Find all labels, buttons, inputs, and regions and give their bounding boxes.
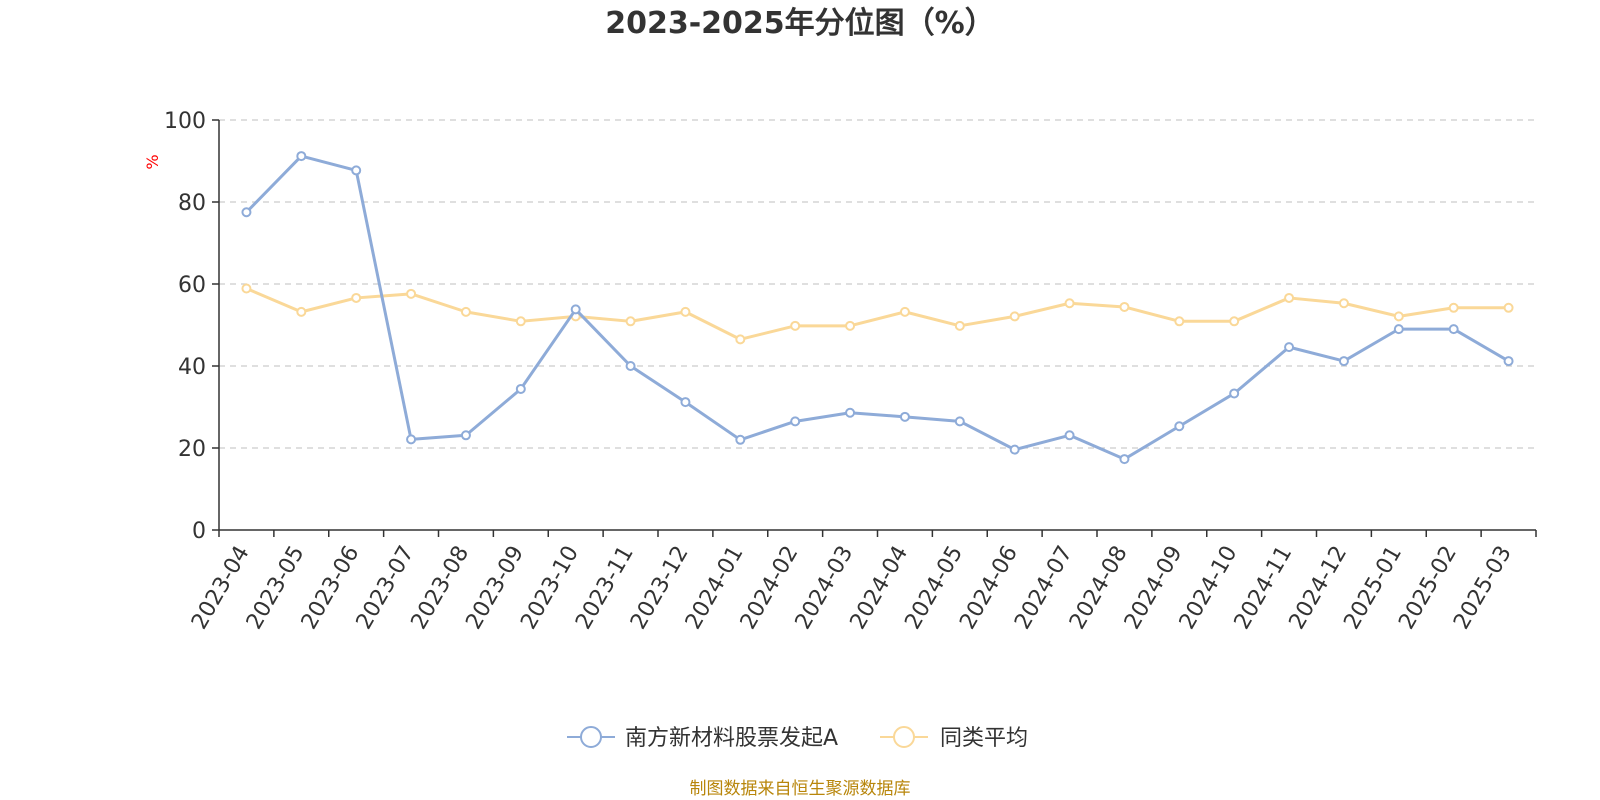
data-point[interactable]: [460, 430, 471, 441]
data-point[interactable]: [241, 283, 252, 294]
data-point[interactable]: [1393, 311, 1404, 322]
axes: [218, 120, 1536, 531]
data-point[interactable]: [845, 407, 856, 418]
data-point[interactable]: [625, 316, 636, 327]
data-point[interactable]: [570, 304, 581, 315]
data-point[interactable]: [1284, 342, 1295, 353]
series-lines: [241, 151, 1514, 465]
data-point[interactable]: [1338, 356, 1349, 367]
x-axis-ticks: 2023-042023-052023-062023-072023-082023-…: [187, 530, 1537, 634]
data-point[interactable]: [1503, 302, 1514, 313]
series-2: [241, 283, 1514, 345]
data-point[interactable]: [1229, 316, 1240, 327]
data-point[interactable]: [1009, 444, 1020, 455]
y-tick-label: 60: [178, 273, 206, 298]
data-point[interactable]: [735, 334, 746, 345]
y-axis-label: %: [143, 154, 162, 169]
data-point[interactable]: [845, 320, 856, 331]
series-line: [245, 287, 1509, 341]
legend-label-series-1: 南方新材料股票发起A: [625, 726, 838, 751]
data-point[interactable]: [1174, 421, 1185, 432]
data-point[interactable]: [899, 411, 910, 422]
data-point[interactable]: [406, 434, 417, 445]
data-point[interactable]: [351, 292, 362, 303]
y-tick-label: 40: [178, 355, 206, 380]
data-point[interactable]: [351, 165, 362, 176]
y-tick-label: 20: [178, 437, 206, 462]
data-point[interactable]: [406, 288, 417, 299]
data-point[interactable]: [899, 306, 910, 317]
data-point[interactable]: [1448, 302, 1459, 313]
data-point[interactable]: [1338, 298, 1349, 309]
legend-label-series-2: 同类平均: [940, 726, 1028, 751]
y-axis-ticks: 0 20 40 60 80 100: [164, 109, 219, 544]
data-point[interactable]: [735, 434, 746, 445]
data-point[interactable]: [515, 316, 526, 327]
data-point[interactable]: [515, 383, 526, 394]
data-point[interactable]: [1393, 324, 1404, 335]
data-point[interactable]: [296, 151, 307, 162]
data-point[interactable]: [1119, 301, 1130, 312]
data-point[interactable]: [1064, 430, 1075, 441]
data-point[interactable]: [680, 397, 691, 408]
data-point[interactable]: [1009, 311, 1020, 322]
data-point[interactable]: [1284, 292, 1295, 303]
data-point[interactable]: [460, 306, 471, 317]
legend-item-series-1[interactable]: 南方新材料股票发起A: [567, 726, 838, 751]
data-point[interactable]: [1229, 388, 1240, 399]
data-point[interactable]: [954, 320, 965, 331]
legend-item-series-2[interactable]: 同类平均: [880, 726, 1028, 751]
chart-title: 2023-2025年分位图（%）: [605, 6, 995, 41]
data-point[interactable]: [1119, 454, 1130, 465]
data-point[interactable]: [1448, 324, 1459, 335]
data-point[interactable]: [1174, 316, 1185, 327]
series-1: [241, 151, 1514, 465]
legend-circle-icon: [580, 726, 602, 748]
y-tick-label: 80: [178, 191, 206, 216]
data-point[interactable]: [680, 306, 691, 317]
legend-circle-icon: [893, 726, 915, 748]
grid-lines: [219, 119, 1536, 449]
y-tick-label: 0: [192, 519, 206, 544]
series-line: [245, 154, 1510, 461]
y-tick-label: 100: [164, 109, 206, 134]
legend: 南方新材料股票发起A 同类平均: [567, 726, 1028, 751]
data-point[interactable]: [1064, 298, 1075, 309]
data-point[interactable]: [790, 320, 801, 331]
data-point[interactable]: [296, 306, 307, 317]
data-point[interactable]: [954, 416, 965, 427]
data-point[interactable]: [241, 207, 252, 218]
data-point[interactable]: [625, 361, 636, 371]
data-point[interactable]: [790, 416, 801, 427]
data-point[interactable]: [1503, 356, 1514, 367]
source-note: 制图数据来自恒生聚源数据库: [690, 779, 911, 799]
